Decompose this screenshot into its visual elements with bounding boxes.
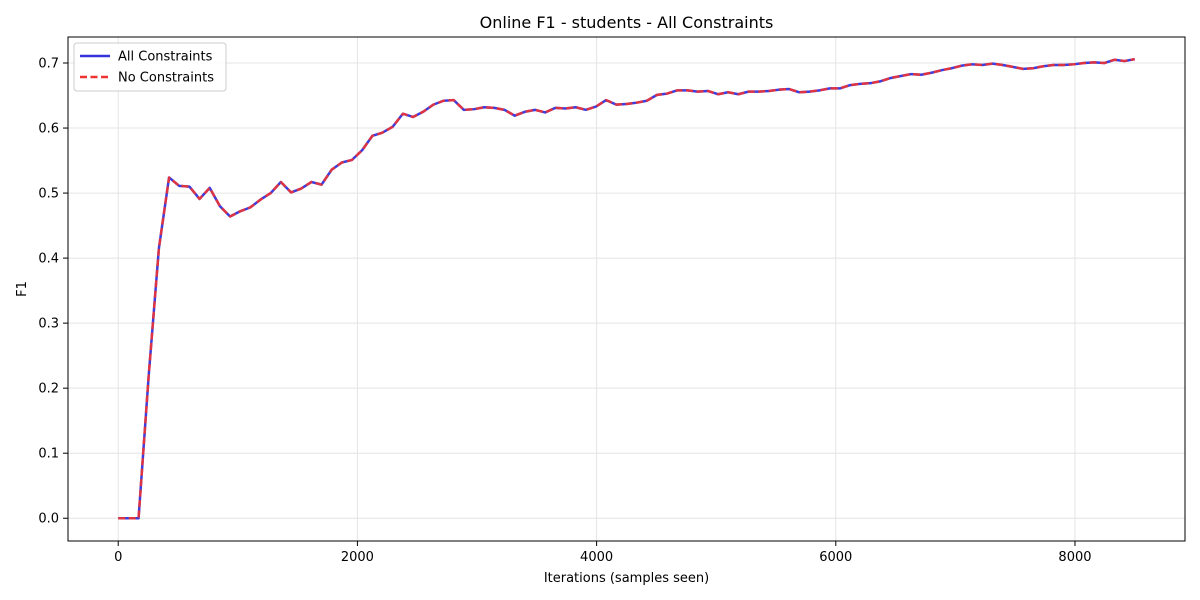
y-tick-label: 0.3 [38, 317, 59, 332]
y-tick-label: 0.1 [38, 447, 59, 462]
legend: All Constraints No Constraints [73, 42, 227, 92]
legend-box [73, 42, 227, 92]
y-tick-label: 0.6 [38, 122, 59, 137]
y-tick-label: 0.4 [38, 252, 59, 267]
grid-lines [68, 37, 1185, 541]
chart-title: Online F1 - students - All Constraints [480, 13, 774, 32]
axis-ticks: 0 2000 4000 6000 8000 0.0 0.1 0.2 0.3 0.4 0.5 0.6 0.… [38, 57, 1091, 565]
plot-frame [67, 36, 1186, 542]
x-tick-label: 2000 [341, 550, 374, 565]
y-tick-label: 0.0 [38, 512, 59, 527]
series-lines [118, 57, 1136, 520]
y-tick-label: 0.5 [38, 187, 59, 202]
y-tick-label: 0.2 [38, 382, 59, 397]
legend-label: No Constraints [118, 71, 214, 86]
x-tick-label: 6000 [819, 550, 852, 565]
x-tick-label: 4000 [580, 550, 613, 565]
x-tick-label: 8000 [1058, 550, 1091, 565]
legend-label: All Constraints [118, 50, 213, 65]
x-axis-label: Iterations (samples seen) [544, 571, 709, 586]
y-axis-label: F1 [15, 281, 30, 297]
series-line-no-constraints [118, 57, 1136, 520]
x-tick-label: 0 [114, 550, 122, 565]
y-tick-label: 0.7 [38, 57, 59, 72]
